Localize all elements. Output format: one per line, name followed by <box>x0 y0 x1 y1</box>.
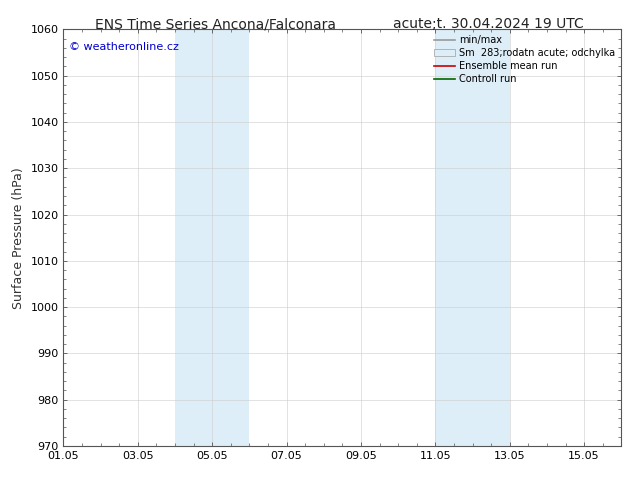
Text: ENS Time Series Ancona/Falconara: ENS Time Series Ancona/Falconara <box>95 17 336 31</box>
Legend: min/max, Sm  283;rodatn acute; odchylka, Ensemble mean run, Controll run: min/max, Sm 283;rodatn acute; odchylka, … <box>430 31 619 88</box>
Y-axis label: Surface Pressure (hPa): Surface Pressure (hPa) <box>12 167 25 309</box>
Bar <box>175 29 249 446</box>
Text: acute;t. 30.04.2024 19 UTC: acute;t. 30.04.2024 19 UTC <box>393 17 584 31</box>
Text: © weatheronline.cz: © weatheronline.cz <box>69 42 179 52</box>
Bar <box>436 29 510 446</box>
